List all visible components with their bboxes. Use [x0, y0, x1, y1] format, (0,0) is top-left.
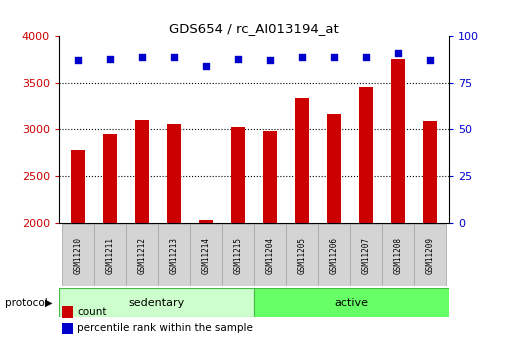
Bar	[71, 150, 85, 223]
Bar	[158, 224, 190, 286]
Point	[298, 54, 306, 59]
Bar	[94, 224, 126, 286]
Text: active: active	[334, 298, 368, 308]
Point	[362, 54, 370, 59]
Text: GSM11209: GSM11209	[425, 237, 434, 274]
Text: GSM11214: GSM11214	[202, 237, 210, 274]
Bar	[126, 224, 158, 286]
Point	[138, 54, 146, 59]
Bar	[423, 121, 437, 223]
Bar	[318, 224, 350, 286]
Text: percentile rank within the sample: percentile rank within the sample	[77, 323, 253, 333]
Bar	[135, 120, 149, 223]
Bar	[286, 224, 318, 286]
Bar	[59, 288, 254, 317]
Bar	[359, 87, 373, 223]
Text: GSM11210: GSM11210	[74, 237, 83, 274]
Bar	[190, 224, 222, 286]
Point	[234, 56, 242, 61]
Bar	[222, 224, 254, 286]
Bar	[263, 131, 277, 223]
Text: GSM11213: GSM11213	[169, 237, 179, 274]
Bar	[413, 224, 446, 286]
Text: count: count	[77, 307, 107, 317]
Text: sedentary: sedentary	[128, 298, 185, 308]
Point	[393, 50, 402, 56]
Text: ▶: ▶	[45, 298, 53, 308]
Point	[202, 63, 210, 69]
Bar	[231, 127, 245, 223]
Bar	[327, 114, 341, 223]
Bar	[350, 224, 382, 286]
Point	[330, 54, 338, 59]
Text: GSM11212: GSM11212	[137, 237, 147, 274]
Title: GDS654 / rc_AI013194_at: GDS654 / rc_AI013194_at	[169, 22, 339, 35]
Text: protocol: protocol	[5, 298, 48, 308]
Text: GSM11204: GSM11204	[265, 237, 274, 274]
Bar	[254, 224, 286, 286]
Point	[170, 54, 178, 59]
Bar	[62, 224, 94, 286]
Point	[74, 58, 82, 63]
Bar	[167, 124, 181, 223]
Bar	[62, 306, 73, 317]
Point	[106, 56, 114, 61]
Text: GSM11205: GSM11205	[298, 237, 306, 274]
Text: GSM11207: GSM11207	[361, 237, 370, 274]
Text: GSM11215: GSM11215	[233, 237, 243, 274]
Point	[426, 58, 434, 63]
Bar	[103, 134, 117, 223]
Point	[266, 58, 274, 63]
Bar	[390, 59, 405, 223]
Bar	[382, 224, 413, 286]
Bar	[294, 98, 309, 223]
Bar	[254, 288, 449, 317]
Bar	[62, 323, 73, 334]
Text: GSM11211: GSM11211	[106, 237, 114, 274]
Text: GSM11206: GSM11206	[329, 237, 339, 274]
Bar	[199, 220, 213, 223]
Text: GSM11208: GSM11208	[393, 237, 402, 274]
